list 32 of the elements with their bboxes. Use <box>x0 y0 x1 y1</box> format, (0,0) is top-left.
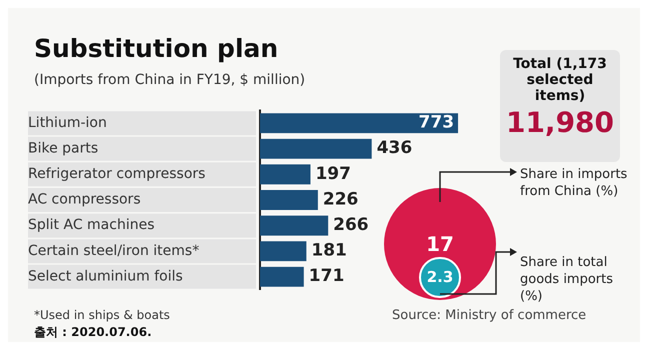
y-tick-label: Split AC machines <box>28 217 155 234</box>
y-tick-label: Select aluminium foils <box>28 268 183 284</box>
bar <box>260 266 304 287</box>
bar <box>260 216 328 236</box>
data-label: 17 <box>426 232 454 256</box>
bar <box>260 113 458 134</box>
data-label: 266 <box>333 215 369 236</box>
bar <box>260 241 306 262</box>
category-label: Share in imports from China (%) <box>520 166 628 200</box>
bar <box>260 164 310 184</box>
data-label: 2.3 <box>419 256 461 298</box>
data-label: 436 <box>376 138 412 158</box>
text: 11,980 <box>504 106 616 139</box>
data-label: 181 <box>311 240 347 261</box>
data-label: 171 <box>308 266 344 286</box>
y-tick-label: Bike parts <box>28 140 98 156</box>
data-label: 773 <box>418 112 454 133</box>
data-label: 197 <box>315 164 351 184</box>
y-tick-label: Refrigerator compressors <box>28 166 206 182</box>
text: *Used in ships & boats <box>34 308 170 322</box>
bar <box>260 190 318 210</box>
category-label: Share in total goods imports (%) <box>520 254 614 305</box>
source-note: Source: Ministry of commerce <box>392 308 586 323</box>
y-tick-label: Certain steel/iron items* <box>28 242 200 259</box>
data-label: 226 <box>322 189 358 210</box>
chart-subtitle: (Imports from China in FY19, $ million) <box>34 72 306 88</box>
bar <box>260 138 372 159</box>
chart-title: Substitution plan <box>34 34 278 63</box>
text: Total (1,173 selected items) <box>512 56 608 104</box>
source-note: 출처 : 2020.07.06. <box>34 324 152 341</box>
y-tick-label: AC compressors <box>28 192 141 208</box>
y-tick-label: Lithium-ion <box>28 114 107 131</box>
